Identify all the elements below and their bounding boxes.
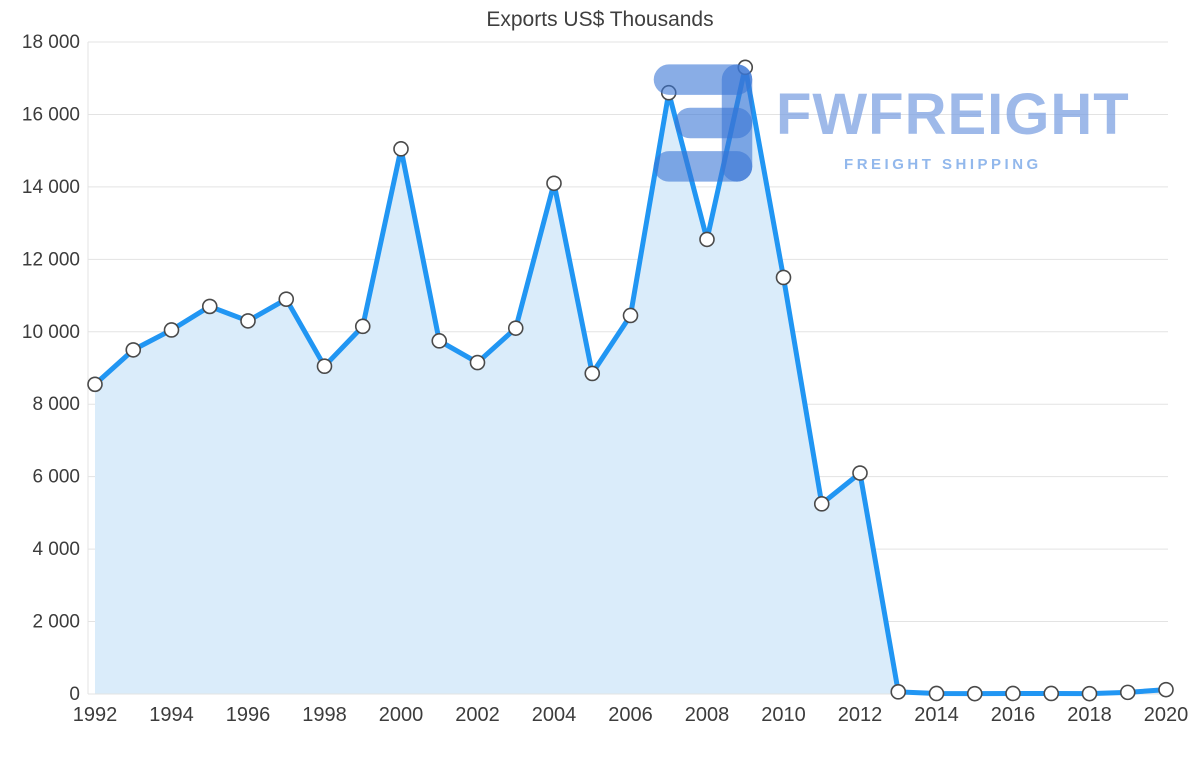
x-axis-tick-label: 2004 bbox=[532, 704, 577, 726]
data-point-marker[interactable] bbox=[316, 358, 333, 374]
data-point-marker[interactable] bbox=[1081, 685, 1098, 702]
data-point-marker[interactable] bbox=[813, 496, 830, 512]
y-axis-tick-label: 2 000 bbox=[32, 612, 80, 633]
data-point-marker[interactable] bbox=[584, 365, 601, 382]
data-point-marker[interactable] bbox=[163, 322, 180, 338]
data-point-marker[interactable] bbox=[660, 84, 677, 101]
data-point-marker[interactable] bbox=[1043, 685, 1060, 702]
data-point-marker[interactable] bbox=[393, 141, 409, 157]
data-point-marker[interactable] bbox=[699, 231, 715, 248]
y-axis-tick-label: 18 000 bbox=[22, 32, 80, 53]
y-axis-tick-label: 16 000 bbox=[22, 104, 80, 125]
data-point-marker[interactable] bbox=[852, 465, 868, 481]
data-point-marker[interactable] bbox=[966, 685, 983, 702]
x-axis-tick-label: 2014 bbox=[914, 704, 959, 726]
x-axis-tick-label: 1996 bbox=[226, 704, 271, 726]
data-point-marker[interactable] bbox=[431, 333, 448, 349]
data-point-marker[interactable] bbox=[1119, 684, 1136, 701]
x-axis-tick-label: 2018 bbox=[1067, 704, 1112, 726]
y-axis-tick-label: 14 000 bbox=[22, 177, 80, 198]
series-area-fill bbox=[95, 67, 1166, 695]
x-axis-tick-label: 2016 bbox=[991, 704, 1036, 726]
data-point-marker[interactable] bbox=[354, 318, 371, 335]
x-axis-tick-label: 2008 bbox=[685, 704, 730, 726]
y-axis-tick-label: 8 000 bbox=[32, 394, 80, 415]
x-axis-tick-label: 2012 bbox=[838, 704, 883, 726]
data-point-marker[interactable] bbox=[507, 320, 524, 336]
data-point-marker[interactable] bbox=[775, 269, 792, 286]
data-point-marker[interactable] bbox=[737, 59, 754, 76]
x-axis-tick-label: 2002 bbox=[455, 704, 500, 726]
data-point-marker[interactable] bbox=[201, 298, 218, 315]
x-axis-tick-label: 2006 bbox=[608, 704, 653, 726]
y-axis-tick-label: 10 000 bbox=[22, 322, 80, 343]
y-axis-tick-label: 6 000 bbox=[32, 467, 80, 488]
x-axis-tick-label: 2020 bbox=[1144, 704, 1189, 726]
data-point-marker[interactable] bbox=[469, 354, 486, 371]
data-point-marker[interactable] bbox=[125, 342, 142, 358]
y-axis-tick-label: 4 000 bbox=[32, 539, 80, 560]
data-point-marker[interactable] bbox=[1158, 681, 1174, 698]
x-axis-tick-label: 1992 bbox=[73, 704, 118, 726]
data-point-marker[interactable] bbox=[622, 307, 639, 324]
x-axis-tick-label: 2010 bbox=[761, 704, 806, 726]
chart-title: Exports US$ Thousands bbox=[486, 8, 714, 31]
data-point-marker[interactable] bbox=[87, 376, 103, 393]
x-axis-tick-label: 1998 bbox=[302, 704, 347, 726]
data-point-marker[interactable] bbox=[240, 313, 256, 329]
y-axis-tick-label: 0 bbox=[69, 684, 80, 705]
y-axis-tick-label: 12 000 bbox=[22, 249, 80, 270]
x-axis-tick-label: 1994 bbox=[149, 704, 194, 726]
data-point-marker[interactable] bbox=[928, 685, 945, 702]
data-point-marker[interactable] bbox=[546, 175, 562, 192]
data-point-marker[interactable] bbox=[278, 291, 295, 307]
x-axis-tick-label: 2000 bbox=[379, 704, 424, 726]
data-point-marker[interactable] bbox=[890, 684, 907, 700]
data-point-marker[interactable] bbox=[1005, 685, 1021, 702]
